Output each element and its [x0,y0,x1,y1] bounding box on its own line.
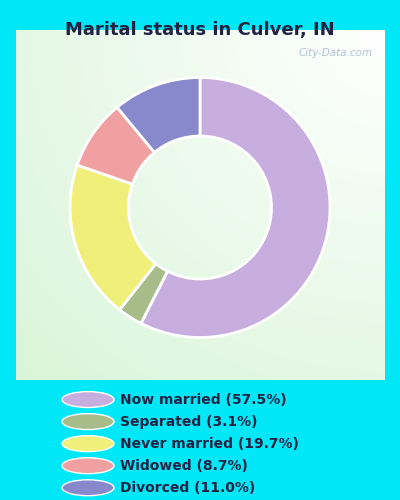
Text: Separated (3.1%): Separated (3.1%) [120,414,258,428]
Circle shape [62,458,114,473]
Circle shape [62,436,114,452]
Wedge shape [77,108,154,184]
Wedge shape [120,264,168,324]
Circle shape [62,414,114,430]
Circle shape [62,392,114,407]
Text: Divorced (11.0%): Divorced (11.0%) [120,481,255,495]
Wedge shape [117,78,200,152]
Wedge shape [141,78,330,338]
Text: City-Data.com: City-Data.com [299,48,373,58]
Circle shape [62,480,114,496]
Text: Marital status in Culver, IN: Marital status in Culver, IN [65,21,335,39]
Text: Now married (57.5%): Now married (57.5%) [120,392,287,406]
Text: Never married (19.7%): Never married (19.7%) [120,436,299,450]
Text: Widowed (8.7%): Widowed (8.7%) [120,458,248,472]
Wedge shape [70,165,156,310]
